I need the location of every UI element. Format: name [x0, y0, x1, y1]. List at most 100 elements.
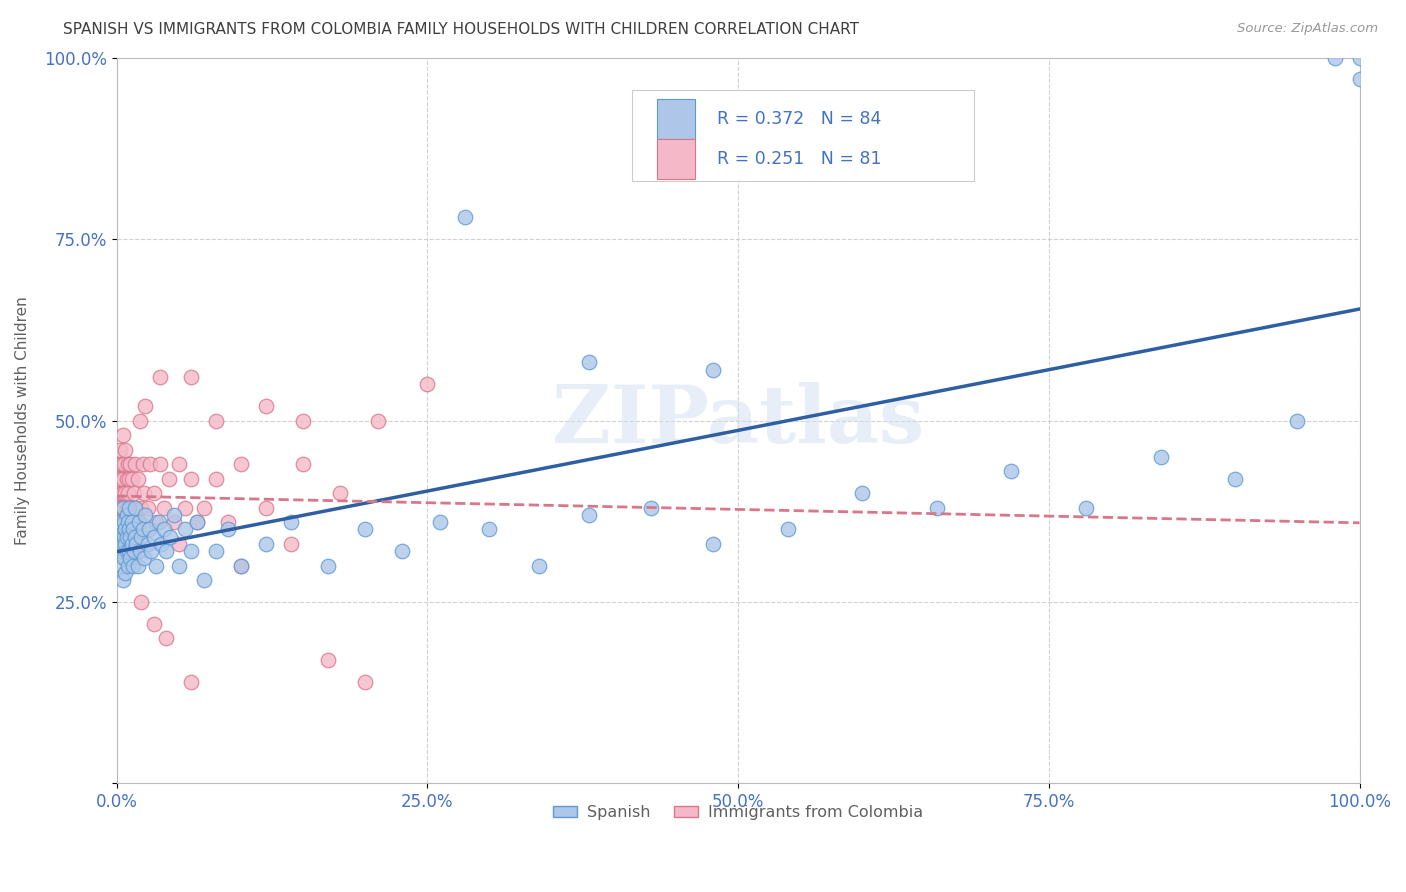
Point — [110, 442, 132, 457]
Point — [142, 486, 165, 500]
Point — [111, 537, 134, 551]
Point — [110, 486, 132, 500]
Point — [111, 515, 134, 529]
Point — [316, 558, 339, 573]
Point — [429, 515, 451, 529]
Point — [640, 500, 662, 515]
Point — [118, 472, 141, 486]
Point — [367, 413, 389, 427]
Point — [148, 515, 170, 529]
Point — [391, 544, 413, 558]
Point — [217, 515, 239, 529]
Point — [110, 544, 132, 558]
Point — [138, 522, 160, 536]
Point — [117, 558, 139, 573]
Point — [114, 442, 136, 457]
Point — [121, 537, 143, 551]
Point — [217, 522, 239, 536]
Point — [105, 500, 128, 515]
Point — [851, 486, 873, 500]
Point — [142, 530, 165, 544]
Point — [131, 530, 153, 544]
Point — [110, 530, 132, 544]
Point — [132, 522, 155, 536]
Point — [121, 522, 143, 536]
Point — [115, 500, 138, 515]
Point — [416, 377, 439, 392]
Point — [229, 457, 252, 471]
Point — [180, 472, 202, 486]
Point — [108, 472, 131, 486]
Point — [193, 573, 215, 587]
Point — [120, 457, 142, 471]
Point — [280, 515, 302, 529]
Point — [149, 370, 172, 384]
Point — [110, 515, 132, 529]
Point — [174, 522, 197, 536]
Point — [115, 530, 138, 544]
Point — [776, 522, 799, 536]
FancyBboxPatch shape — [657, 99, 695, 139]
Point — [142, 616, 165, 631]
Point — [117, 515, 139, 529]
Text: ZIPatlas: ZIPatlas — [553, 382, 924, 459]
Point — [578, 355, 600, 369]
Point — [1348, 51, 1371, 65]
Text: R = 0.372   N = 84: R = 0.372 N = 84 — [717, 110, 882, 128]
Point — [316, 653, 339, 667]
Point — [193, 500, 215, 515]
Point — [122, 544, 145, 558]
Point — [112, 500, 135, 515]
Point — [110, 558, 132, 573]
Point — [114, 522, 136, 536]
Point — [121, 515, 143, 529]
Point — [153, 500, 176, 515]
Point — [111, 472, 134, 486]
Point — [124, 457, 146, 471]
Point — [121, 515, 143, 529]
Point — [527, 558, 550, 573]
Point — [111, 573, 134, 587]
Point — [112, 522, 135, 536]
Point — [120, 530, 142, 544]
Point — [292, 413, 315, 427]
Point — [108, 522, 131, 536]
Point — [150, 537, 173, 551]
FancyBboxPatch shape — [657, 139, 695, 179]
Point — [1074, 500, 1097, 515]
Point — [121, 500, 143, 515]
Point — [174, 500, 197, 515]
Point — [118, 522, 141, 536]
Point — [163, 508, 186, 522]
Point — [117, 457, 139, 471]
Point — [118, 500, 141, 515]
Point — [478, 522, 501, 536]
Point — [145, 515, 167, 529]
Point — [159, 530, 181, 544]
Point — [115, 508, 138, 522]
Point — [132, 551, 155, 566]
Point — [280, 537, 302, 551]
FancyBboxPatch shape — [633, 90, 974, 181]
Point — [120, 515, 142, 529]
Point — [112, 457, 135, 471]
Point — [107, 537, 129, 551]
Point — [205, 544, 228, 558]
Point — [145, 558, 167, 573]
Point — [254, 500, 277, 515]
Point — [111, 486, 134, 500]
Text: R = 0.251   N = 81: R = 0.251 N = 81 — [717, 150, 882, 168]
Point — [111, 428, 134, 442]
Point — [124, 530, 146, 544]
Point — [129, 413, 152, 427]
Point — [180, 674, 202, 689]
Point — [114, 566, 136, 580]
Point — [702, 537, 724, 551]
Point — [128, 515, 150, 529]
Point — [127, 558, 149, 573]
Point — [131, 595, 153, 609]
Point — [132, 457, 155, 471]
Point — [1348, 72, 1371, 87]
Point — [125, 537, 148, 551]
Point — [354, 522, 377, 536]
